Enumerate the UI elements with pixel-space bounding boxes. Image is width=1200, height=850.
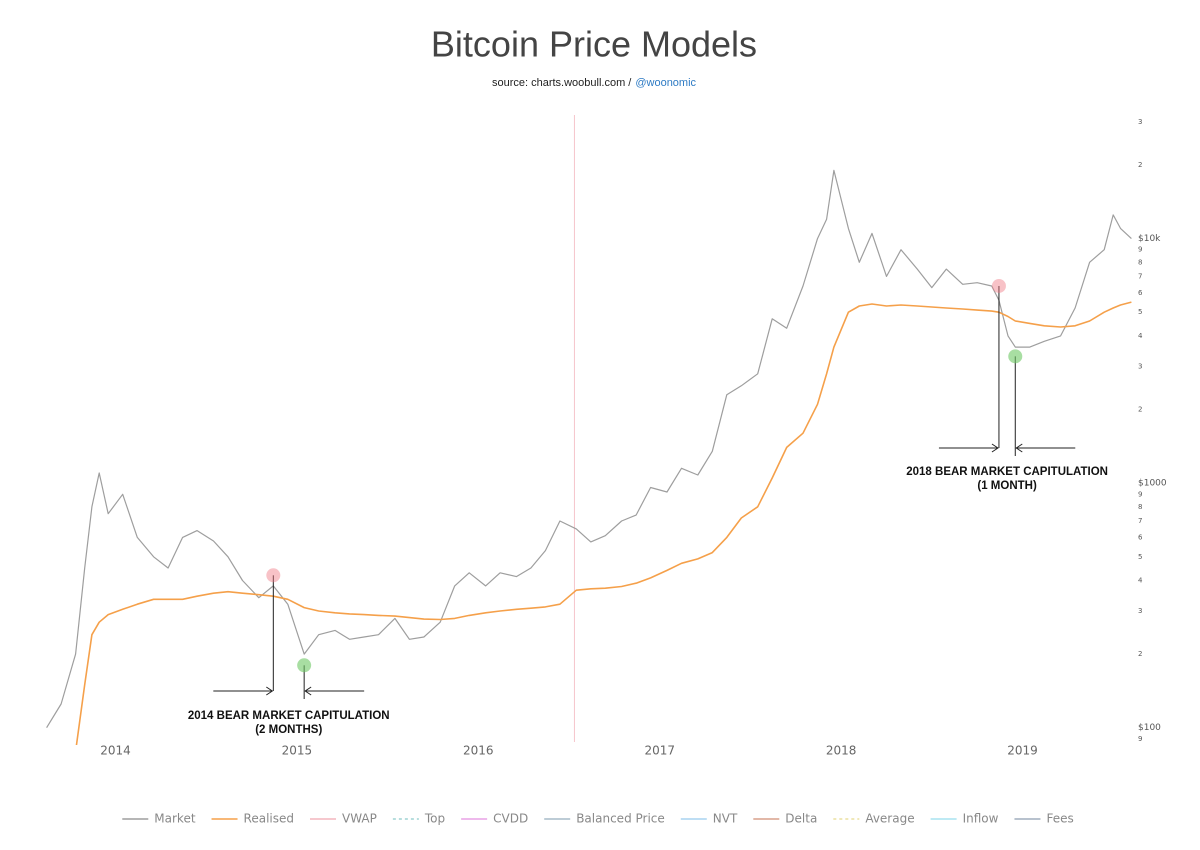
y-tick-label: $10k	[1138, 234, 1161, 244]
top-marker	[266, 568, 281, 583]
x-tick-label: 2016	[463, 744, 494, 758]
legend-label: Delta	[785, 812, 817, 826]
legend-label: Realised	[244, 812, 294, 826]
legend-label: NVT	[713, 812, 738, 826]
y-tick-label: 2	[1138, 650, 1142, 658]
x-tick-label: 2014	[100, 744, 131, 758]
y-tick-label: 9	[1138, 490, 1142, 498]
subtitle-handle[interactable]: @woonomic	[635, 77, 696, 89]
series-line	[75, 301, 1132, 745]
x-tick-label: 2017	[644, 744, 675, 758]
arrow-head	[304, 686, 312, 696]
y-tick-label: 8	[1138, 258, 1142, 266]
y-tick-label: 9	[1138, 735, 1142, 743]
annotation-text: (1 MONTH)	[977, 480, 1037, 492]
subtitle-source: source: charts.woobull.com /	[492, 77, 632, 89]
y-tick-label: 5	[1138, 553, 1142, 561]
y-tick-label: 3	[1138, 362, 1142, 370]
annotation-text: 2014 BEAR MARKET CAPITULATION	[188, 710, 390, 722]
legend-label: Top	[424, 812, 445, 826]
y-tick-label: 3	[1138, 607, 1142, 615]
legend-label: Balanced Price	[576, 812, 665, 826]
bottom-marker	[297, 658, 312, 673]
y-tick-label: 4	[1138, 332, 1143, 340]
y-tick-label: $100	[1138, 723, 1161, 733]
arrow-head	[1015, 443, 1023, 453]
legend-label: Fees	[1046, 812, 1073, 826]
y-tick-label: 8	[1138, 503, 1142, 511]
y-tick-label: 9	[1138, 246, 1142, 254]
annotation-text: 2018 BEAR MARKET CAPITULATION	[906, 466, 1108, 478]
annotation-text: (2 MONTHS)	[255, 724, 322, 736]
y-tick-label: 6	[1138, 533, 1143, 541]
series-line	[46, 169, 1132, 729]
legend-label: Market	[154, 812, 196, 826]
y-tick-label: 5	[1138, 308, 1142, 316]
legend-label: Average	[865, 812, 914, 826]
x-tick-label: 2018	[826, 744, 857, 758]
legend-label: CVDD	[493, 812, 528, 826]
legend-label: VWAP	[342, 812, 377, 826]
x-tick-label: 2015	[282, 744, 313, 758]
x-tick-label: 2019	[1007, 744, 1038, 758]
arrow-head	[991, 443, 999, 453]
y-tick-label: 2	[1138, 161, 1142, 169]
arrow-head	[266, 686, 274, 696]
y-tick-label: $1000	[1138, 479, 1167, 489]
legend-label: Inflow	[963, 812, 999, 826]
y-tick-label: 4	[1138, 576, 1143, 584]
subtitle: source: charts.woobull.com / @woonomic	[492, 77, 697, 89]
y-tick-label: 3	[1138, 118, 1142, 126]
y-tick-label: 2	[1138, 406, 1142, 414]
chart-title: Bitcoin Price Models	[431, 24, 757, 65]
y-tick-label: 7	[1138, 517, 1142, 525]
bottom-marker	[1008, 349, 1023, 364]
top-marker	[991, 278, 1006, 293]
y-tick-label: 6	[1138, 289, 1143, 297]
plot-area	[46, 169, 1132, 745]
y-tick-label: 7	[1138, 272, 1142, 280]
legend: Market Realised VWAP Top CVDD Balanced Price N…	[122, 812, 1074, 826]
